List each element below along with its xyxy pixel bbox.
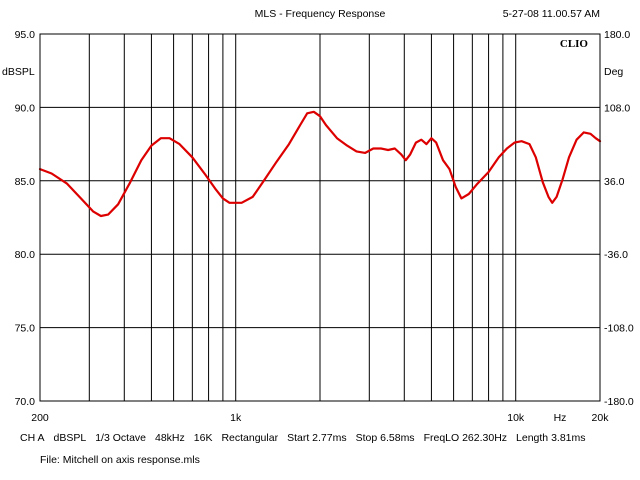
response-curve: [38, 110, 602, 218]
x-axis-unit: Hz: [554, 412, 567, 424]
info-item: Rectangular: [221, 432, 279, 444]
plot-frame: [39, 33, 601, 402]
x-axis-ticks: 200 1k 10k 20k: [31, 412, 609, 424]
x-tick-label: 20k: [592, 412, 610, 424]
left-tick-label: 70.0: [15, 396, 36, 408]
right-tick-label: 36.0: [604, 176, 625, 188]
info-item: Start 2.77ms: [287, 432, 347, 444]
left-tick-label: 85.0: [15, 176, 36, 188]
info-item: Length 3.81ms: [516, 432, 586, 444]
x-tick-label: 1k: [230, 412, 242, 424]
x-tick-label: 10k: [507, 412, 525, 424]
x-tick-label: 200: [31, 412, 49, 424]
chart-title: MLS - Frequency Response: [255, 8, 386, 20]
left-axis-unit: dBSPL: [2, 66, 35, 78]
info-item: FreqLO 262.30Hz: [423, 432, 508, 444]
info-item: CH A: [20, 432, 45, 444]
info-item: Stop 6.58ms: [355, 432, 415, 444]
chart-grid: [40, 34, 600, 401]
left-tick-label: 75.0: [15, 323, 36, 335]
info-item: dBSPL: [53, 432, 87, 444]
right-tick-label: -180.0: [604, 396, 634, 408]
right-axis-unit: Deg: [604, 66, 623, 78]
right-tick-label: -108.0: [604, 323, 634, 335]
measurement-info-bar: CH A dBSPL 1/3 Octave 48kHz 16K Rectangular St…: [20, 432, 595, 444]
info-item: 1/3 Octave: [95, 432, 146, 444]
left-tick-label: 80.0: [15, 249, 36, 261]
right-tick-label: -36.0: [604, 249, 628, 261]
right-axis-ticks: 180.0 108.0 36.0 -36.0 -108.0 -180.0: [604, 29, 634, 408]
file-name: File: Mitchell on axis response.mls: [40, 454, 200, 466]
left-axis-ticks: 95.0 90.0 85.0 80.0 75.0 70.0: [15, 29, 36, 408]
clio-logo: CLIO: [560, 38, 589, 50]
left-tick-label: 95.0: [15, 29, 36, 41]
timestamp: 5-27-08 11.00.57 AM: [503, 8, 600, 20]
left-tick-label: 90.0: [15, 102, 36, 114]
info-item: 16K: [193, 432, 213, 444]
info-item: 48kHz: [155, 432, 185, 444]
right-tick-label: 180.0: [604, 29, 630, 41]
response-curve-group: [38, 110, 602, 218]
right-tick-label: 108.0: [604, 102, 630, 114]
